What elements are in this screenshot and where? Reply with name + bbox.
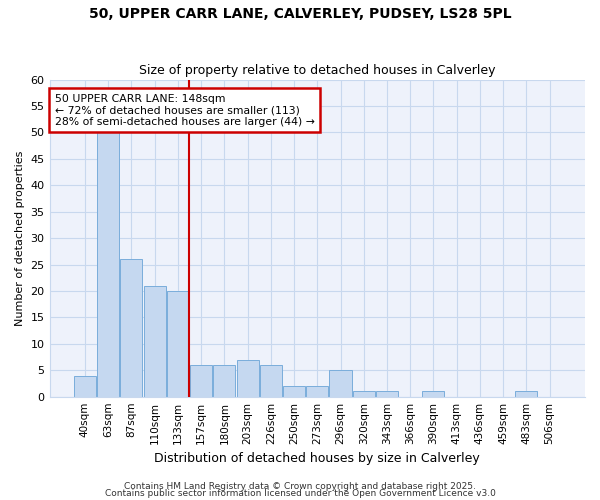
Bar (190, 365, 212, 396)
Text: 50 UPPER CARR LANE: 148sqm
← 72% of detached houses are smaller (113)
28% of sem: 50 UPPER CARR LANE: 148sqm ← 72% of deta… (55, 94, 315, 127)
Bar (213, 365, 235, 396)
Title: Size of property relative to detached houses in Calverley: Size of property relative to detached ho… (139, 64, 496, 77)
Bar (236, 360, 259, 397)
Bar (143, 286, 166, 397)
Bar (121, 260, 142, 396)
Bar (74, 376, 96, 396)
Bar (260, 365, 282, 396)
X-axis label: Distribution of detached houses by size in Calverley: Distribution of detached houses by size … (154, 452, 480, 465)
Bar (515, 392, 538, 396)
Text: Contains HM Land Registry data © Crown copyright and database right 2025.: Contains HM Land Registry data © Crown c… (124, 482, 476, 491)
Bar (97, 132, 119, 396)
Y-axis label: Number of detached properties: Number of detached properties (15, 150, 25, 326)
Bar (353, 392, 375, 396)
Text: Contains public sector information licensed under the Open Government Licence v3: Contains public sector information licen… (104, 489, 496, 498)
Bar (376, 392, 398, 396)
Bar (329, 370, 352, 396)
Text: 50, UPPER CARR LANE, CALVERLEY, PUDSEY, LS28 5PL: 50, UPPER CARR LANE, CALVERLEY, PUDSEY, … (89, 8, 511, 22)
Bar (422, 392, 445, 396)
Bar (306, 386, 328, 396)
Bar (283, 386, 305, 396)
Bar (167, 291, 189, 397)
